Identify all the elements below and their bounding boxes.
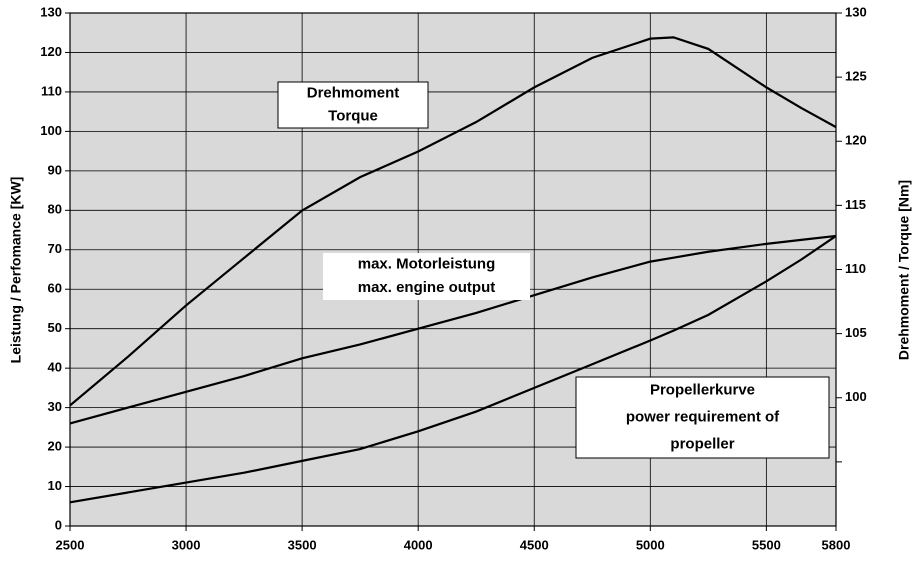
annotation-text: max. engine output [358, 279, 496, 296]
y-tick-label: 80 [48, 202, 62, 217]
annotation-box [277, 81, 429, 129]
y-tick-label: 70 [48, 241, 62, 256]
annotation-box [323, 253, 530, 300]
x-tick-label: 4500 [520, 537, 549, 552]
plot-frame [69, 12, 837, 527]
x-tick-label: 5000 [636, 537, 665, 552]
y2-tick-label: 120 [845, 133, 867, 148]
y-tick-label: 10 [48, 478, 62, 493]
y-tick-label: 20 [48, 439, 62, 454]
y-tick-label: 100 [40, 123, 62, 138]
annotation-text: propeller [670, 435, 734, 452]
x-tick-label: 3500 [288, 537, 317, 552]
series-line [69, 235, 837, 504]
y-tick-label: 30 [48, 399, 62, 414]
y2-tick-label: 125 [845, 69, 867, 84]
y2-tick-label: 100 [845, 389, 867, 404]
x-tick-label: 2500 [56, 537, 85, 552]
y2-tick-label: 105 [845, 325, 867, 340]
y2-tick-label: 130 [845, 4, 867, 19]
y-tick-label: 130 [40, 4, 62, 19]
y-tick-label: 110 [41, 83, 62, 98]
annotation-text: Propellerkurve [650, 381, 755, 398]
x-tick-label: 4000 [404, 537, 433, 552]
annotation-text: Drehmoment [307, 84, 400, 101]
y2-tick-label: 110 [845, 261, 866, 276]
y2-axis-label: Drehmoment / Torque [Nm] [896, 180, 912, 360]
y-tick-label: 50 [48, 320, 62, 335]
y-tick-label: 120 [40, 44, 62, 59]
y-tick-label: 90 [48, 162, 62, 177]
series-line [69, 234, 837, 425]
annotation-text: Torque [328, 107, 378, 124]
series-line [69, 36, 837, 407]
x-tick-label: 5800 [822, 537, 851, 552]
y-tick-label: 60 [48, 281, 62, 296]
annotation-box [575, 376, 830, 459]
annotation-text: power requirement of [626, 408, 780, 425]
y-tick-label: 0 [55, 517, 62, 532]
x-tick-label: 5500 [752, 537, 781, 552]
annotation-text: max. Motorleistung [358, 256, 496, 273]
y-axis-label: Leistung / Perfomance [KW] [8, 177, 24, 364]
y-tick-label: 40 [48, 360, 62, 375]
y2-tick-label: 115 [845, 197, 866, 212]
x-tick-label: 3000 [172, 537, 201, 552]
